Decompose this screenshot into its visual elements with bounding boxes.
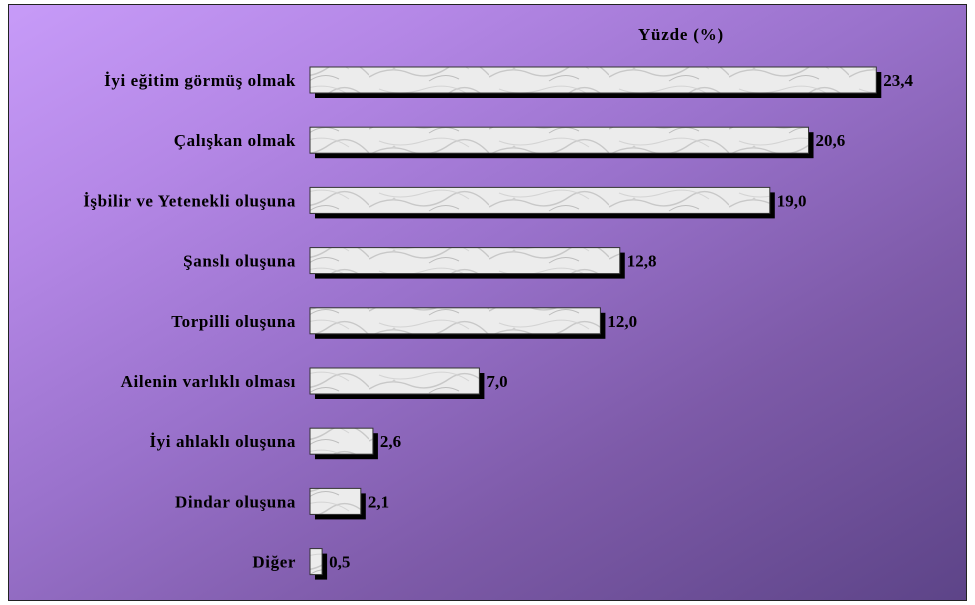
category-label: Şanslı oluşuna	[183, 252, 296, 271]
bar	[309, 548, 323, 576]
value-label: 19,0	[777, 191, 807, 210]
category-label: Dindar oluşuna	[175, 492, 296, 511]
bar-group: Çalışkan olmak 20,6	[174, 126, 846, 159]
bar	[309, 307, 601, 335]
bar	[309, 186, 771, 214]
chart-frame: Yüzde (%) İyi eğitim görmüş olmak 23,4 Çal…	[8, 4, 967, 601]
bar	[309, 126, 810, 154]
value-label: 7,0	[486, 372, 507, 391]
bar-group: Ailenin varlıklı olması 7,0	[121, 367, 508, 399]
bar-group: Şanslı oluşuna 12,8	[183, 247, 657, 279]
bars-layer: İyi eğitim görmüş olmak 23,4 Çalışkan olma…	[83, 66, 914, 580]
chart-title: Yüzde (%)	[638, 25, 724, 44]
bar-group: Dindar oluşuna 2,1	[175, 487, 389, 520]
category-label: Çalışkan olmak	[174, 131, 296, 150]
category-label: İyi ahlaklı oluşuna	[149, 432, 296, 451]
bar	[309, 367, 480, 395]
bar-group: İşbilir ve Yetenekli oluşuna 19,0	[83, 186, 807, 219]
category-label: Diğer	[252, 553, 296, 572]
category-label: İyi eğitim görmüş olmak	[104, 71, 296, 90]
category-label: Ailenin varlıklı olması	[121, 372, 296, 391]
value-label: 2,1	[368, 492, 389, 511]
category-label: Torpilli oluşuna	[171, 312, 296, 331]
bar	[309, 487, 362, 515]
bar-chart: Yüzde (%) İyi eğitim görmüş olmak 23,4 Çal…	[83, 25, 914, 580]
bar-group: İyi ahlaklı oluşuna 2,6	[149, 427, 401, 460]
bar-group: Diğer 0,5	[252, 548, 350, 580]
category-label: İşbilir ve Yetenekli oluşuna	[83, 191, 296, 210]
value-label: 12,8	[627, 252, 657, 271]
bar	[309, 66, 877, 94]
value-label: 12,0	[607, 312, 637, 331]
bar	[309, 427, 374, 455]
bar-group: İyi eğitim görmüş olmak 23,4	[104, 66, 914, 98]
value-label: 20,6	[816, 131, 846, 150]
value-label: 0,5	[329, 553, 350, 572]
value-label: 23,4	[883, 71, 913, 90]
bar	[309, 247, 621, 275]
value-label: 2,6	[380, 432, 401, 451]
bar-group: Torpilli oluşuna 12,0	[171, 307, 637, 339]
